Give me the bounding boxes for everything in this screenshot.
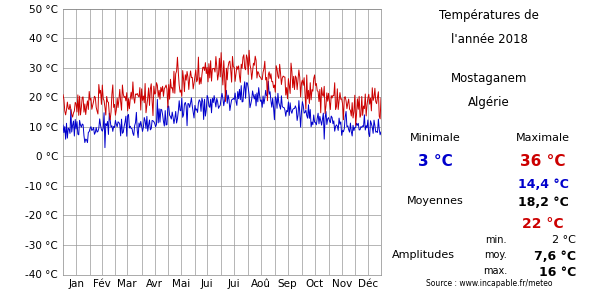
Text: 2 °C: 2 °C [552, 235, 576, 244]
Text: Mostaganem: Mostaganem [451, 72, 527, 85]
Text: 16 °C: 16 °C [539, 266, 576, 279]
Text: Algérie: Algérie [468, 96, 510, 109]
Text: 18,2 °C: 18,2 °C [518, 196, 568, 208]
Text: Maximale: Maximale [516, 134, 570, 143]
Text: Minimale: Minimale [410, 134, 460, 143]
Text: 22 °C: 22 °C [522, 217, 564, 231]
Text: max.: max. [483, 266, 507, 276]
Text: Amplitudes: Amplitudes [392, 250, 455, 260]
Text: l'année 2018: l'année 2018 [451, 33, 527, 46]
Text: Source : www.incapable.fr/meteo: Source : www.incapable.fr/meteo [426, 279, 552, 288]
Text: 36 °C: 36 °C [520, 154, 566, 169]
Text: Moyennes: Moyennes [407, 196, 463, 206]
Text: 3 °C: 3 °C [418, 154, 452, 169]
Text: 14,4 °C: 14,4 °C [518, 178, 568, 191]
Text: Températures de: Températures de [439, 9, 539, 22]
Text: 7,6 °C: 7,6 °C [534, 250, 576, 263]
Text: moy.: moy. [484, 250, 507, 260]
Text: min.: min. [485, 235, 507, 244]
